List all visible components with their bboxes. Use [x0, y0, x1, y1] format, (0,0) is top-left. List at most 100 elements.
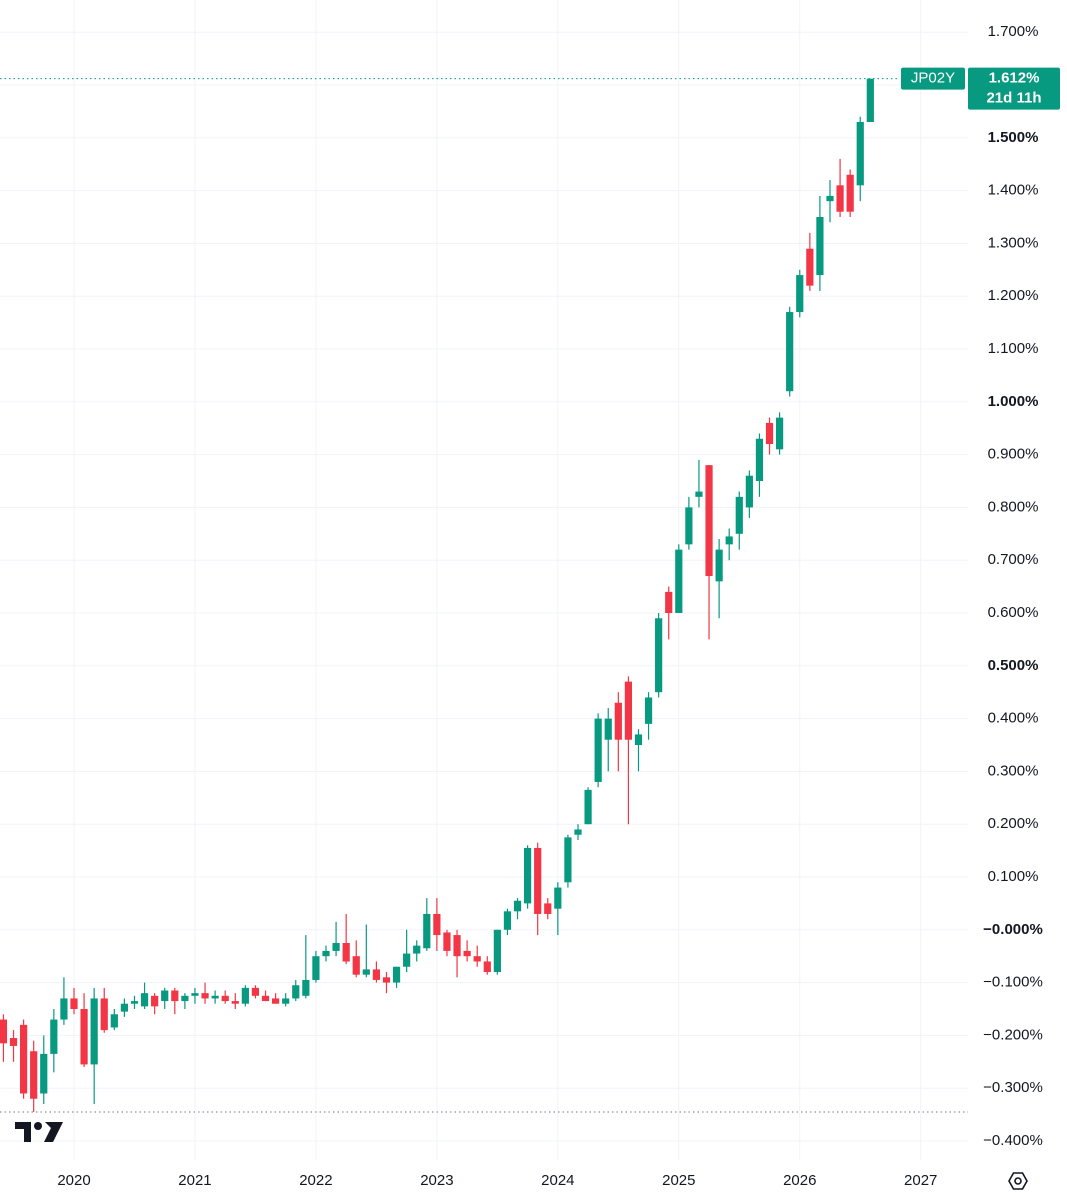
y-tick-label: 0.300%: [988, 762, 1039, 779]
candle-body: [796, 275, 804, 313]
candle-body: [251, 987, 260, 996]
candle-body: [665, 591, 673, 613]
candle-body: [0, 1019, 8, 1044]
y-tick-label: 0.400%: [988, 710, 1039, 727]
y-tick-label: 0.700%: [988, 551, 1039, 568]
candle-body: [524, 847, 532, 904]
candle-body: [130, 1001, 139, 1004]
candle-body: [423, 913, 431, 949]
countdown-label: 21d 11h: [986, 90, 1041, 107]
candle-body: [644, 697, 653, 724]
y-tick-label: −0.000%: [983, 921, 1043, 938]
candle-body: [292, 985, 300, 999]
candle-body: [866, 78, 874, 122]
candle-body: [655, 618, 663, 693]
y-tick-label: 1.700%: [988, 23, 1039, 40]
candle-body: [322, 950, 330, 957]
candle-body: [614, 702, 622, 740]
candle-body: [816, 217, 824, 276]
settings-icon[interactable]: [1008, 1172, 1028, 1190]
candle-body: [513, 900, 522, 912]
candle-body: [715, 549, 723, 582]
candle-body: [100, 998, 108, 1031]
candle-body: [372, 969, 380, 980]
candle-body: [332, 942, 340, 951]
candle-body: [776, 417, 784, 450]
candle-body: [161, 990, 169, 1002]
candle-body: [20, 1024, 28, 1094]
candle-body: [201, 993, 209, 999]
x-tick-label: 2027: [904, 1172, 937, 1189]
candle-body: [473, 956, 481, 962]
candle-body: [493, 929, 501, 973]
candle-body: [463, 950, 471, 957]
candle-body: [352, 956, 360, 975]
x-tick-label: 2026: [783, 1172, 816, 1189]
y-tick-label: −0.100%: [983, 974, 1043, 991]
candle-body: [30, 1051, 38, 1099]
candle-body: [755, 438, 764, 482]
x-tick-label: 2021: [178, 1172, 211, 1189]
x-tick-label: 2025: [662, 1172, 695, 1189]
candle-body: [392, 966, 401, 983]
candle-body: [151, 995, 159, 1007]
candle-body: [483, 961, 491, 973]
candle-body: [181, 995, 189, 1002]
candle-body: [826, 195, 834, 202]
y-tick-label: 1.100%: [988, 340, 1039, 357]
candle-body: [624, 681, 632, 740]
candle-body: [846, 174, 854, 212]
candle-body: [231, 1001, 239, 1004]
candle-body: [40, 1053, 48, 1094]
candle-body: [241, 987, 249, 1004]
candle-body: [534, 847, 542, 914]
candle-body: [765, 422, 774, 445]
candle-body: [282, 998, 290, 1004]
price-badge: [968, 67, 1060, 110]
candle-body: [786, 312, 794, 392]
symbol-label: JP02Y: [911, 70, 955, 87]
y-tick-label: 1.400%: [988, 182, 1039, 199]
candle-body: [171, 990, 179, 1002]
candle-body: [604, 718, 612, 740]
candles: [0, 78, 874, 1112]
candle-body: [342, 942, 350, 962]
y-tick-label: 0.500%: [988, 657, 1039, 674]
tradingview-logo: [15, 1122, 63, 1142]
candle-body: [221, 995, 229, 1002]
candle-body: [725, 536, 733, 545]
candle-body: [433, 913, 441, 936]
candle-body: [443, 932, 451, 951]
y-tick-label: 0.100%: [988, 868, 1039, 885]
candle-body: [574, 829, 582, 835]
y-tick-label: 1.000%: [988, 393, 1039, 410]
y-tick-label: 0.900%: [988, 446, 1039, 463]
y-tick-label: 1.300%: [988, 234, 1039, 251]
candle-body: [382, 977, 391, 983]
y-tick-label: 1.500%: [988, 129, 1039, 146]
candle-body: [584, 789, 592, 825]
candle-body: [453, 935, 461, 957]
x-tick-label: 2020: [57, 1172, 90, 1189]
price-label: 1.612%: [989, 70, 1040, 87]
candle-body: [272, 998, 280, 1004]
x-tick-label: 2023: [420, 1172, 453, 1189]
candle-body: [685, 507, 693, 545]
candle-body: [9, 1038, 18, 1046]
y-tick-label: −0.400%: [983, 1132, 1043, 1149]
y-tick-label: 0.200%: [988, 815, 1039, 832]
candle-body: [60, 998, 68, 1020]
candle-body: [564, 837, 572, 883]
candle-body: [80, 1008, 88, 1065]
candle-body: [191, 993, 199, 996]
candle-body: [211, 995, 219, 999]
x-tick-label: 2022: [299, 1172, 332, 1189]
candle-body: [554, 887, 562, 909]
y-tick-label: −0.200%: [983, 1026, 1043, 1043]
candle-body: [261, 995, 270, 1002]
candle-body: [120, 1003, 128, 1012]
candle-body: [705, 465, 713, 577]
candle-body: [50, 1019, 58, 1054]
candle-body: [695, 491, 703, 497]
